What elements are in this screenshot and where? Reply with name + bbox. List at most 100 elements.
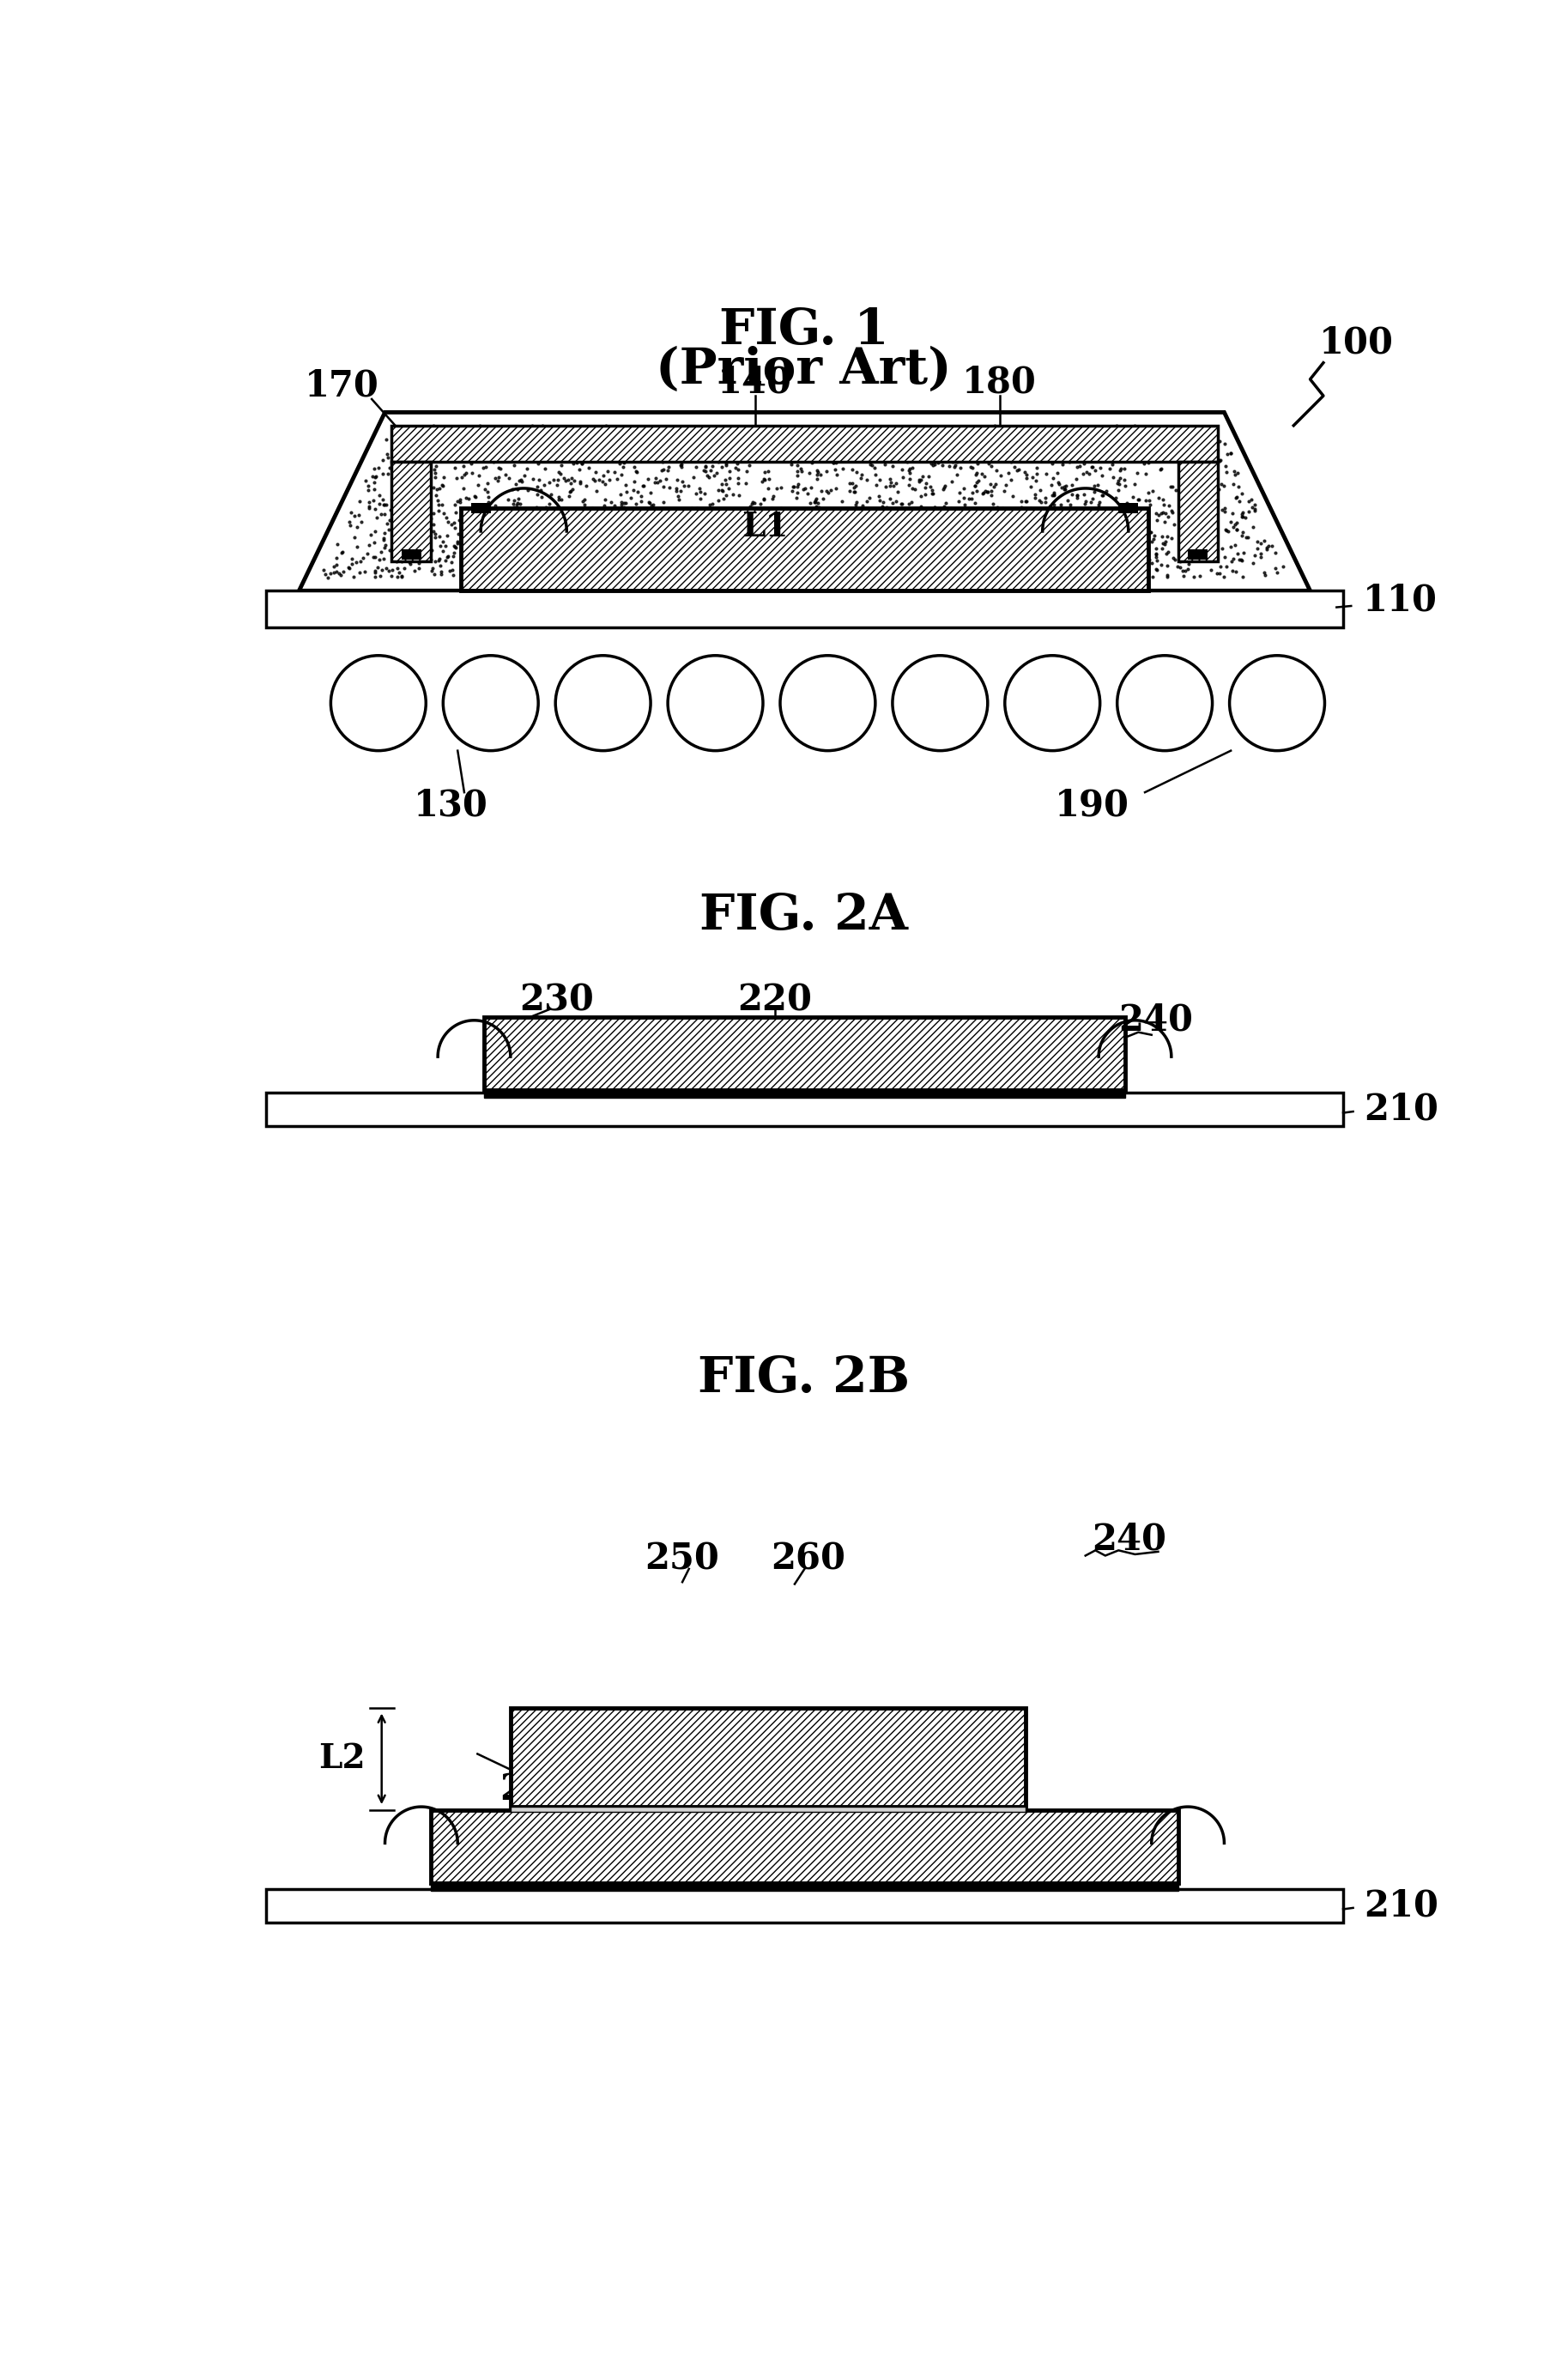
Point [638, 531, 663, 569]
Point [383, 444, 408, 482]
Point [368, 534, 394, 572]
Point [1022, 541, 1047, 579]
Point [483, 458, 508, 496]
Point [1049, 501, 1074, 539]
Point [671, 420, 696, 458]
Point [1038, 539, 1063, 576]
Point [999, 437, 1024, 475]
Point [637, 531, 662, 569]
Point [786, 456, 811, 494]
Point [848, 461, 873, 498]
Point [963, 468, 988, 505]
Point [541, 515, 566, 553]
Point [392, 437, 417, 475]
Point [756, 470, 781, 508]
Point [1010, 548, 1035, 586]
Point [1055, 482, 1080, 520]
Point [823, 425, 848, 463]
Point [897, 484, 922, 522]
Point [516, 510, 541, 548]
Point [1014, 539, 1040, 576]
Point [619, 479, 644, 517]
Point [946, 418, 971, 456]
Point [1066, 522, 1091, 560]
Point [955, 432, 980, 470]
Point [975, 444, 1000, 482]
Point [1229, 498, 1254, 536]
Point [712, 430, 737, 468]
Point [1264, 534, 1289, 572]
Point [637, 418, 662, 456]
Point [641, 411, 666, 449]
Point [988, 456, 1013, 494]
Point [602, 420, 627, 458]
Point [502, 508, 527, 546]
Point [837, 553, 862, 590]
Point [746, 505, 771, 543]
Point [883, 409, 908, 446]
Point [1025, 546, 1051, 583]
Point [724, 444, 750, 482]
Point [395, 541, 420, 579]
Point [1207, 555, 1232, 593]
Point [1036, 543, 1062, 581]
Point [1203, 482, 1228, 520]
Point [1082, 451, 1107, 489]
Point [753, 527, 778, 565]
Point [1013, 454, 1038, 491]
Point [417, 465, 442, 503]
Point [568, 527, 593, 565]
Point [439, 505, 464, 543]
Point [732, 498, 757, 536]
Point [500, 470, 525, 508]
Point [1002, 508, 1027, 546]
Point [795, 536, 820, 574]
Point [593, 465, 618, 503]
Point [612, 541, 637, 579]
Point [753, 555, 778, 593]
Point [549, 482, 574, 520]
Point [723, 553, 748, 590]
Point [789, 501, 814, 539]
Point [571, 439, 596, 477]
Point [1091, 522, 1116, 560]
Point [495, 517, 521, 555]
Point [395, 482, 420, 520]
Point [550, 425, 575, 463]
Point [974, 418, 999, 456]
Point [328, 555, 353, 593]
Point [1214, 446, 1239, 484]
Point [431, 494, 456, 531]
Circle shape [781, 657, 875, 751]
Point [463, 510, 488, 548]
Point [448, 513, 474, 550]
Point [517, 508, 543, 546]
Point [892, 510, 917, 548]
Point [1087, 548, 1112, 586]
Point [955, 437, 980, 475]
Point [585, 529, 610, 567]
Point [920, 475, 946, 513]
Point [1043, 411, 1068, 449]
Point [384, 468, 409, 505]
Point [908, 435, 933, 472]
Point [825, 456, 850, 494]
Point [622, 515, 648, 553]
Point [1076, 503, 1101, 541]
Point [759, 489, 784, 527]
Point [822, 496, 847, 534]
Point [422, 515, 447, 553]
Point [906, 555, 931, 593]
Point [812, 543, 837, 581]
Point [1178, 479, 1203, 517]
Point [1138, 543, 1163, 581]
Point [643, 463, 668, 501]
Point [707, 510, 732, 548]
Point [947, 494, 972, 531]
Point [939, 489, 964, 527]
Point [572, 491, 597, 529]
Point [952, 487, 977, 524]
Point [1109, 503, 1134, 541]
Point [687, 531, 712, 569]
Point [946, 482, 971, 520]
